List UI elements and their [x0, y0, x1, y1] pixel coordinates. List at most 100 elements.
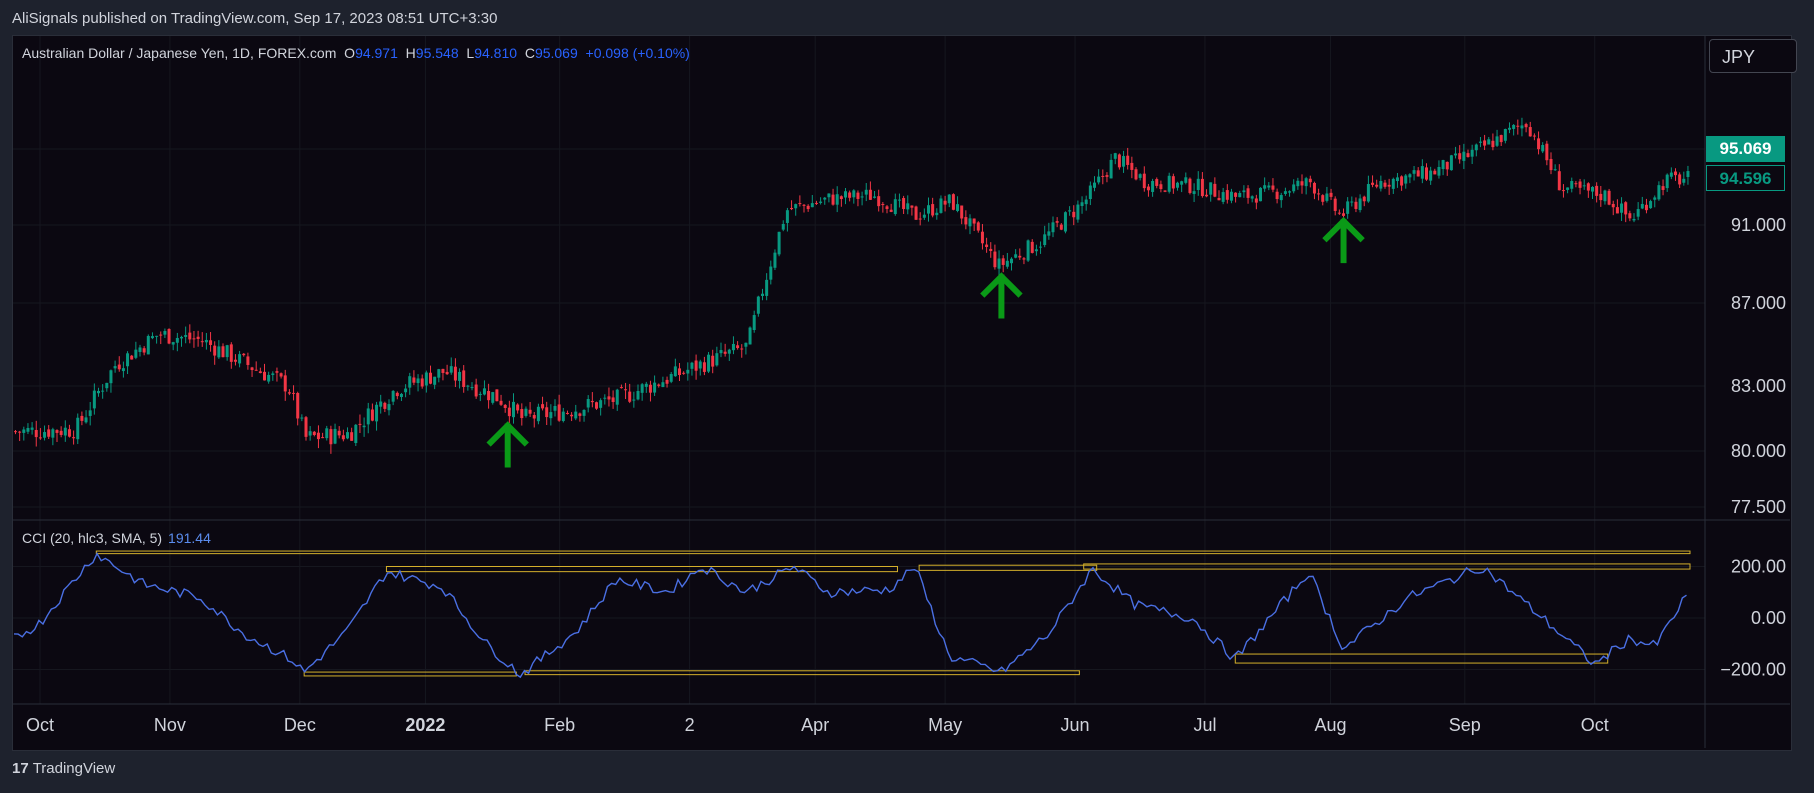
candle-body: [553, 405, 557, 411]
candle-body: [412, 377, 416, 383]
cci-annotation-box: [1083, 563, 1691, 570]
candle-body: [557, 404, 561, 421]
x-tick-label: Feb: [544, 715, 575, 735]
candle-body: [1329, 192, 1333, 197]
candle-body: [1620, 203, 1624, 213]
cci-legend[interactable]: CCI (20, hlc3, SMA, 5) 191.44: [22, 530, 211, 546]
symbol-legend[interactable]: Australian Dollar / Japanese Yen, 1D, FO…: [22, 45, 690, 61]
candle-body: [441, 368, 445, 373]
x-tick-label: Aug: [1315, 715, 1347, 735]
candle-body: [63, 427, 67, 436]
candle-body: [1553, 169, 1557, 171]
candle-body: [1109, 159, 1113, 179]
candle-body: [1080, 202, 1084, 206]
candle-body: [437, 369, 441, 378]
symbol-name: Australian Dollar / Japanese Yen, 1D, FO…: [22, 45, 337, 61]
candle-body: [1499, 135, 1503, 143]
candle-body: [30, 427, 34, 430]
candle-body: [761, 293, 764, 297]
candle-body: [47, 429, 51, 437]
candle-body: [1350, 201, 1354, 203]
candle-body: [1508, 127, 1511, 130]
candle-body: [524, 408, 528, 416]
candle-body: [512, 401, 515, 418]
candle-body: [906, 203, 910, 210]
tradingview-logo[interactable]: 17 TradingView: [12, 760, 116, 777]
candle-body: [92, 390, 96, 409]
candle-body: [802, 204, 806, 206]
candle-body: [1026, 240, 1030, 261]
candle-body: [1400, 176, 1404, 186]
signal-arrows-layer: [486, 216, 1365, 468]
candle-body: [541, 404, 545, 409]
candle-body: [404, 388, 408, 393]
candle-body: [1611, 203, 1615, 208]
candle-body: [607, 396, 611, 400]
candle-body: [1379, 181, 1383, 189]
candle-body: [781, 223, 785, 230]
currency-button[interactable]: JPY: [1709, 39, 1797, 73]
cci-annotation-box: [524, 670, 1080, 676]
candle-body: [1126, 155, 1130, 165]
candle-body: [150, 336, 154, 339]
candle-body: [976, 222, 980, 231]
candle-body: [1520, 125, 1524, 129]
cci-boxes-layer: [95, 550, 1691, 677]
open-value: 94.971: [355, 45, 398, 61]
candle-body: [1632, 218, 1636, 221]
candle-body: [590, 400, 594, 403]
candle-body: [860, 196, 864, 198]
candle-body: [636, 391, 640, 400]
candle-body: [694, 360, 698, 371]
candle-body: [175, 337, 179, 343]
candle-body: [619, 387, 623, 389]
candle-body: [1387, 184, 1391, 187]
up-arrow-icon: [980, 272, 1023, 319]
candle-body: [142, 348, 146, 353]
price-tick-label: 77.500: [1731, 497, 1786, 517]
candle-body: [1433, 170, 1437, 175]
candle-body: [1503, 129, 1507, 141]
candle-body: [545, 407, 549, 418]
candle-body: [1039, 246, 1043, 248]
candle-body: [997, 258, 1001, 269]
candle-body: [1267, 185, 1271, 188]
candle-body: [354, 424, 358, 444]
candle-body: [665, 379, 669, 384]
candle-body: [1184, 177, 1188, 183]
candle-body: [1628, 213, 1632, 219]
candle-body: [370, 409, 374, 421]
candle-body: [1234, 192, 1238, 197]
candle-body: [1566, 187, 1570, 190]
candle-body: [1516, 125, 1520, 127]
candle-body: [325, 428, 329, 439]
candle-body: [910, 205, 914, 208]
candle-body: [794, 204, 798, 209]
candle-body: [445, 371, 449, 375]
candle-body: [835, 194, 839, 205]
candle-body: [980, 231, 984, 244]
candle-body: [482, 388, 486, 395]
candle-body: [690, 362, 694, 369]
candle-body: [1101, 175, 1105, 177]
candle-body: [238, 354, 242, 364]
candle-body: [267, 374, 271, 382]
candle-body: [1105, 175, 1109, 177]
candle-body: [1275, 191, 1279, 200]
candle-body: [1408, 174, 1412, 178]
chart-frame[interactable]: [12, 35, 1792, 751]
candle-body: [1088, 185, 1092, 200]
candle-body: [254, 369, 258, 371]
candle-body: [956, 204, 960, 211]
candle-body: [773, 252, 777, 268]
candle-body: [383, 402, 387, 409]
candle-body: [698, 361, 702, 369]
candle-body: [1404, 175, 1408, 184]
candle-body: [163, 331, 167, 335]
cci-line: [13, 551, 1687, 679]
x-tick-label: Oct: [1581, 715, 1609, 735]
candle-body: [611, 397, 615, 403]
candle-body: [1097, 176, 1101, 183]
grid-lines: [13, 36, 1705, 704]
